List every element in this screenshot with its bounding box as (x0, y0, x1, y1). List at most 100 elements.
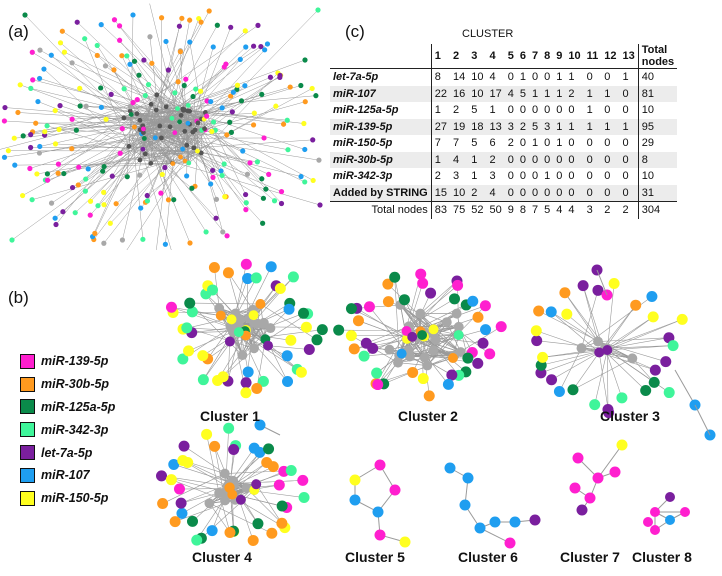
network-edge (150, 75, 281, 164)
table-cell: 1 (553, 85, 566, 102)
network-node (255, 22, 261, 28)
network-node (111, 67, 117, 73)
network-node (273, 479, 285, 491)
table-cell: 0 (553, 151, 566, 168)
network-node (15, 109, 21, 116)
network-edge (559, 347, 582, 392)
totals-cell: 7 (528, 201, 542, 219)
network-edge (39, 115, 182, 147)
network-edge (129, 110, 144, 240)
network-node (52, 141, 59, 147)
network-node (676, 313, 688, 325)
network-node (280, 121, 287, 127)
network-node (372, 506, 384, 518)
network-node (69, 116, 75, 122)
network-node (419, 352, 430, 363)
network-edge (139, 129, 228, 236)
legend-swatch (20, 445, 35, 461)
network-node (584, 492, 596, 504)
network-edge (674, 369, 696, 406)
network-edge (201, 49, 265, 120)
network-node (266, 171, 272, 177)
network-node (545, 306, 557, 318)
network-node (258, 43, 264, 50)
network-node (207, 284, 219, 296)
table-cell: 0 (556, 104, 563, 117)
table-cell: 1 (619, 68, 639, 86)
network-node (168, 458, 180, 470)
network-node (271, 198, 278, 204)
table-cell: 0 (583, 68, 602, 86)
network-edge (188, 105, 207, 117)
network-node (185, 102, 191, 108)
network-edge (536, 340, 606, 349)
network-edge (369, 306, 411, 357)
network-edge (92, 94, 158, 237)
table-cell: 0 (507, 104, 514, 117)
table-row: miR-342-3p 2 3 1 3 0 0 0 1 0 0 0 0 0 10 (330, 168, 678, 185)
network-edge (209, 503, 272, 534)
network-edge (11, 110, 190, 241)
network-node (22, 12, 28, 18)
network-node (187, 515, 199, 527)
table-cell: 0 (528, 68, 542, 86)
network-node (178, 440, 190, 452)
network-node (396, 348, 407, 359)
table-cell: 1 (601, 118, 620, 135)
network-node (407, 331, 418, 342)
table-cell: 22 (431, 85, 450, 102)
legend-item: miR-125a-5p (20, 396, 115, 419)
network-node (648, 376, 660, 388)
network-edge (394, 277, 400, 356)
table-cell: 4 (449, 151, 469, 168)
network-node (92, 230, 98, 236)
table-cell: 3 (504, 118, 517, 135)
network-node (243, 207, 249, 213)
network-node (640, 384, 652, 396)
legend-item: let-7a-5p (20, 441, 115, 464)
network-edge (151, 63, 190, 125)
network-edge (597, 444, 623, 479)
network-node (589, 399, 601, 411)
network-node (349, 474, 361, 486)
network-node (170, 161, 176, 166)
network-edge (97, 45, 174, 164)
network-node (134, 111, 140, 117)
network-node (577, 280, 589, 292)
network-edge (103, 149, 144, 205)
network-edge (129, 64, 186, 162)
network-node (417, 277, 429, 289)
network-node (197, 350, 209, 362)
table-cell: 0 (622, 170, 629, 183)
network-node (295, 366, 307, 378)
table-cell: 0 (586, 170, 593, 183)
network-node (227, 489, 238, 500)
network-node (137, 172, 143, 178)
table-cell: 0 (516, 151, 529, 168)
network-node (76, 164, 82, 170)
table-cell: 0 (544, 104, 551, 117)
network-node (147, 34, 153, 40)
table-cell: 1 (434, 104, 441, 117)
network-node (12, 162, 18, 168)
network-edge (181, 492, 220, 504)
network-edge (138, 75, 185, 111)
network-node (243, 44, 249, 50)
network-edge (201, 152, 258, 163)
table-cell: 1 (516, 68, 529, 86)
network-node (183, 76, 189, 82)
network-node (119, 237, 126, 243)
network-node (665, 515, 675, 525)
network-node (561, 308, 573, 320)
network-node (265, 323, 276, 334)
network-node (251, 43, 257, 49)
network-node (262, 47, 268, 53)
network-node (184, 173, 190, 179)
network-edge (143, 132, 207, 233)
network-node (53, 221, 59, 228)
network-node (594, 347, 605, 358)
network-node (190, 129, 196, 135)
table-cell: 0 (528, 151, 542, 168)
network-node (57, 103, 63, 109)
network-node (349, 494, 361, 506)
